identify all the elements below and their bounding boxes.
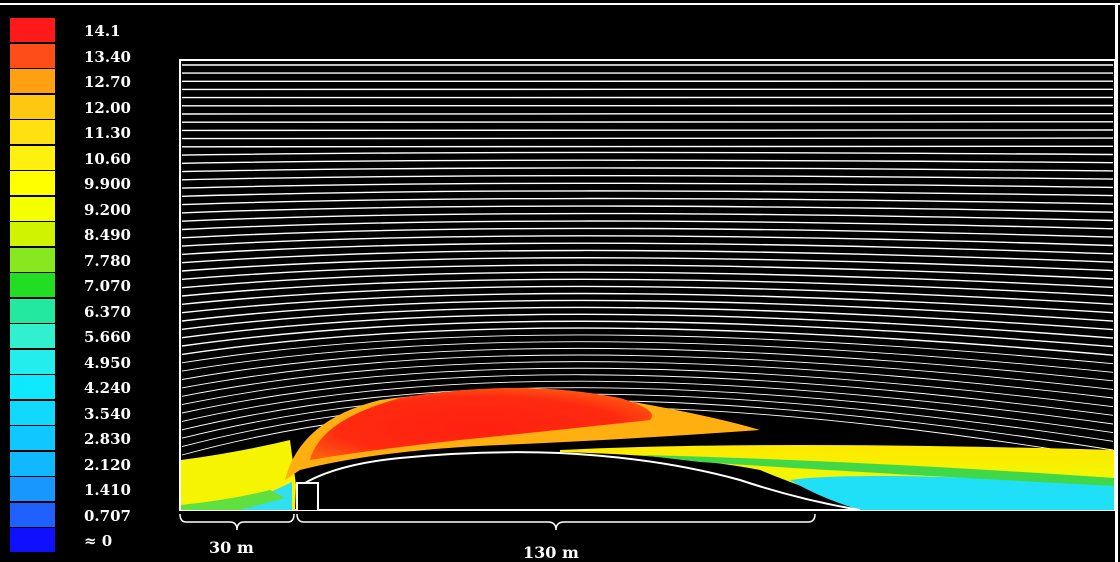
legend-swatch [10,528,55,552]
legend-swatch [10,477,55,501]
streamline [181,104,1114,107]
legend-label: 9.200 [84,200,131,219]
legend-label: 6.370 [84,302,131,321]
legend-label: 9.900 [84,175,131,193]
color-legend: 14.1 13.40 12.70 12.00 11.30 10.60 9.900 9.200 8… [10,18,160,553]
legend-swatch [10,324,55,348]
upstream-low-speed-zone [230,482,292,510]
streamline [181,361,1114,399]
legend-swatch [10,426,55,450]
streamline [181,354,1114,390]
legend-label: 7.780 [84,251,131,270]
streamline [181,341,1114,373]
high-speed-region [310,388,652,460]
streamline [181,285,1114,305]
streamline [181,387,1114,434]
streamline [181,197,1114,206]
legend-label: 0.707 [84,506,131,525]
streamline [181,306,1114,331]
legend-swatch [10,349,55,374]
streamline [181,257,1114,272]
legend-label: 7.070 [84,277,131,295]
legend-swatch [10,400,55,425]
frame-top-border [0,3,1120,5]
legend-label: 2.830 [84,430,131,448]
legend-swatch [10,196,55,221]
dimension-label-130m: 130 m [523,543,579,562]
streamline [181,112,1114,115]
wake-green-band [640,455,1114,486]
streamline [181,227,1114,239]
legend-swatch [10,69,55,93]
legend-label: 2.120 [84,455,131,474]
legend-swatch [10,273,55,297]
dimension-brace-130m [296,513,816,531]
streamline [181,367,1114,408]
streamline [181,167,1114,173]
legend-label: ≈ 0 [84,532,113,550]
legend-label: 3.540 [84,404,131,423]
streamline [181,292,1114,314]
legend-swatch [10,298,55,323]
streamline [181,128,1114,132]
streamline [181,334,1114,365]
dimension-label-30m: 30 m [209,538,254,557]
legend-swatch [10,120,55,144]
legend-label: 12.70 [84,73,131,91]
streamline [181,347,1114,382]
dimension-brace-30m [179,513,295,531]
streamline [181,313,1114,339]
streamline [181,242,1114,256]
streamline [181,190,1114,197]
legend-label: 8.490 [84,226,131,244]
streamline [181,143,1114,148]
legend-label: 14.1 [84,22,121,40]
legend-swatch [10,18,55,42]
streamline [181,374,1114,416]
streamline [181,136,1114,140]
legend-swatch [10,43,55,68]
streamline [181,159,1114,164]
legend-swatch [10,451,55,476]
streamline [181,120,1114,123]
legend-label: 11.30 [84,124,131,142]
streamlines [181,64,1114,460]
streamline [181,151,1114,156]
legend-label: 4.240 [84,379,131,397]
hill-terrain [296,451,861,511]
legend-label: 12.00 [84,98,131,117]
legend-swatch [10,375,55,399]
frame-right-border [1115,3,1118,562]
streamline [181,271,1114,289]
upstream-green-zone [181,490,285,510]
wake-low-speed-zone [790,476,1114,510]
legend-label: 5.660 [84,328,131,346]
step-obstacle [296,482,319,510]
streamline [181,278,1114,297]
streamline [181,299,1114,322]
streamline [181,235,1114,247]
legend-label: 1.410 [84,481,131,499]
streamline [181,249,1114,264]
streamline [181,264,1114,280]
legend-swatch [10,247,55,272]
streamline [181,205,1114,214]
streamline [181,220,1114,231]
legend-label: 10.60 [84,149,131,168]
legend-swatch [10,222,55,246]
legend-swatch [10,145,55,170]
legend-label: 13.40 [84,47,131,66]
streamline [181,327,1114,356]
streamline [181,212,1114,222]
legend-swatch [10,94,55,119]
legend-swatch [10,171,55,195]
streamline [181,174,1114,181]
legend-swatch [10,502,55,527]
streamline [181,182,1114,189]
streamline [181,320,1114,348]
legend-label: 4.950 [84,353,131,372]
streamline [181,380,1114,425]
